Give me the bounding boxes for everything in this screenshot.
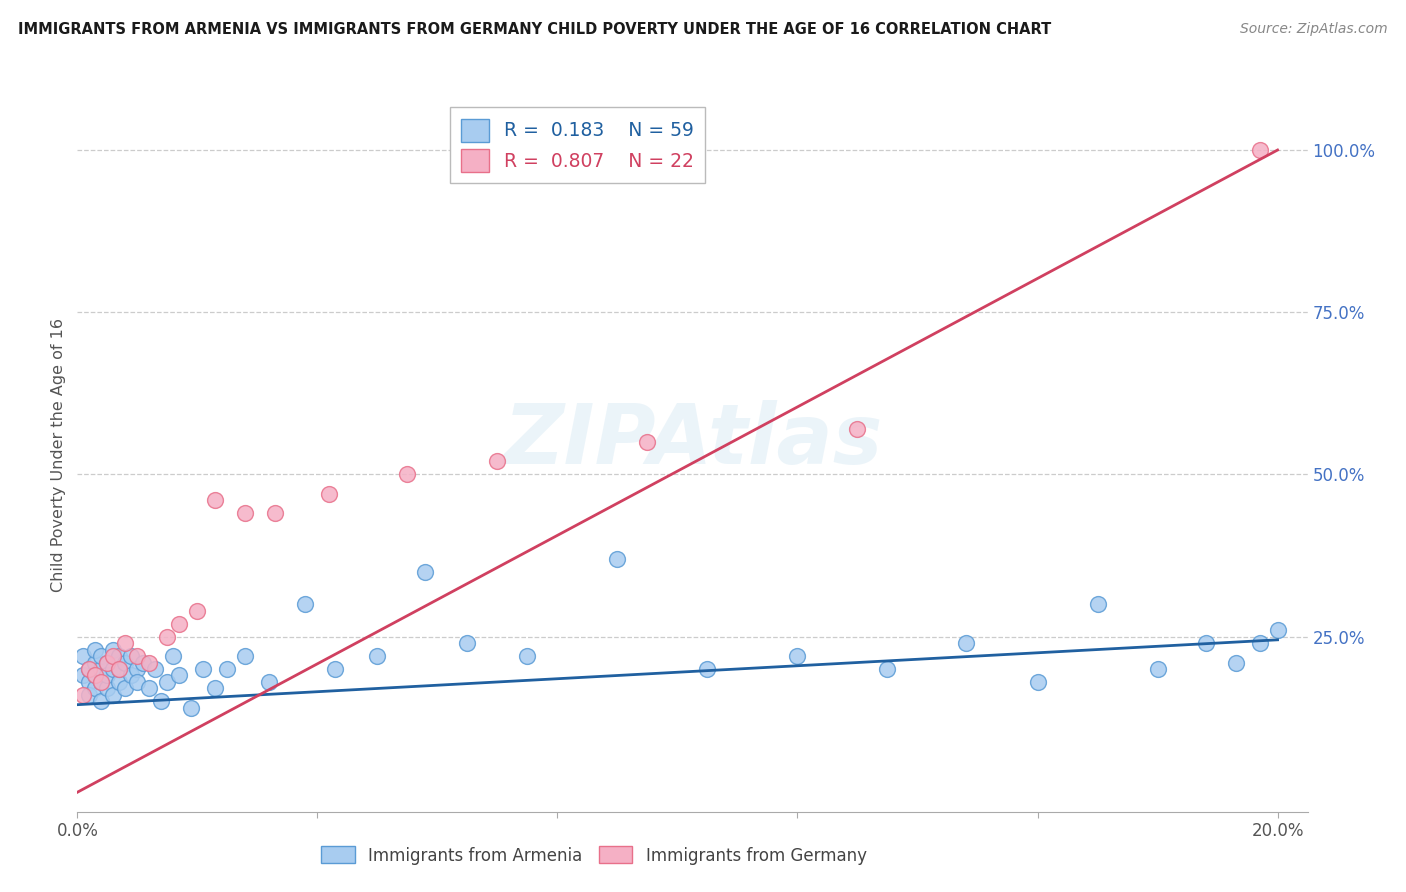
Point bbox=[325, 662, 347, 676]
Point bbox=[114, 656, 136, 670]
Point bbox=[1249, 143, 1271, 157]
Point bbox=[294, 597, 316, 611]
Point bbox=[415, 565, 437, 579]
Point bbox=[876, 662, 898, 676]
Point bbox=[193, 662, 215, 676]
Point bbox=[264, 506, 287, 520]
Point bbox=[1194, 636, 1216, 650]
Point bbox=[846, 422, 869, 436]
Point bbox=[396, 467, 419, 482]
Point bbox=[1267, 623, 1289, 637]
Point bbox=[84, 642, 107, 657]
Point bbox=[120, 668, 142, 682]
Point bbox=[138, 656, 160, 670]
Point bbox=[235, 506, 257, 520]
Point bbox=[955, 636, 977, 650]
Point bbox=[96, 681, 118, 696]
Text: Source: ZipAtlas.com: Source: ZipAtlas.com bbox=[1240, 22, 1388, 37]
Point bbox=[156, 675, 179, 690]
Point bbox=[84, 656, 107, 670]
Point bbox=[103, 648, 125, 663]
Point bbox=[150, 694, 173, 708]
Point bbox=[156, 630, 179, 644]
Point bbox=[235, 648, 257, 663]
Point bbox=[138, 681, 160, 696]
Point bbox=[1026, 675, 1049, 690]
Point bbox=[72, 648, 94, 663]
Point bbox=[180, 701, 202, 715]
Point bbox=[127, 648, 149, 663]
Y-axis label: Child Poverty Under the Age of 16: Child Poverty Under the Age of 16 bbox=[51, 318, 66, 592]
Point bbox=[114, 636, 136, 650]
Point bbox=[72, 688, 94, 702]
Point bbox=[318, 487, 340, 501]
Point bbox=[204, 493, 226, 508]
Point bbox=[90, 662, 112, 676]
Legend: Immigrants from Armenia, Immigrants from Germany: Immigrants from Armenia, Immigrants from… bbox=[315, 839, 873, 871]
Point bbox=[1249, 636, 1271, 650]
Point bbox=[79, 662, 101, 676]
Point bbox=[143, 662, 166, 676]
Point bbox=[108, 662, 131, 676]
Text: IMMIGRANTS FROM ARMENIA VS IMMIGRANTS FROM GERMANY CHILD POVERTY UNDER THE AGE O: IMMIGRANTS FROM ARMENIA VS IMMIGRANTS FR… bbox=[18, 22, 1052, 37]
Point bbox=[84, 668, 107, 682]
Point bbox=[186, 604, 208, 618]
Point bbox=[108, 648, 131, 663]
Point bbox=[103, 662, 125, 676]
Point bbox=[169, 616, 191, 631]
Point bbox=[127, 662, 149, 676]
Text: ZIPAtlas: ZIPAtlas bbox=[503, 401, 882, 481]
Point bbox=[204, 681, 226, 696]
Point bbox=[162, 648, 184, 663]
Point bbox=[90, 675, 112, 690]
Point bbox=[456, 636, 478, 650]
Point bbox=[606, 551, 628, 566]
Point bbox=[90, 648, 112, 663]
Point bbox=[127, 675, 149, 690]
Point bbox=[1087, 597, 1109, 611]
Point bbox=[366, 648, 388, 663]
Point bbox=[90, 675, 112, 690]
Point bbox=[786, 648, 808, 663]
Point bbox=[108, 662, 131, 676]
Point bbox=[169, 668, 191, 682]
Point bbox=[108, 675, 131, 690]
Point bbox=[103, 642, 125, 657]
Point bbox=[103, 688, 125, 702]
Point bbox=[90, 694, 112, 708]
Point bbox=[84, 668, 107, 682]
Point bbox=[79, 675, 101, 690]
Point bbox=[79, 688, 101, 702]
Point bbox=[79, 662, 101, 676]
Point bbox=[96, 668, 118, 682]
Point bbox=[72, 668, 94, 682]
Point bbox=[120, 648, 142, 663]
Point bbox=[696, 662, 718, 676]
Point bbox=[84, 681, 107, 696]
Point bbox=[259, 675, 281, 690]
Point bbox=[96, 656, 118, 670]
Point bbox=[1225, 656, 1247, 670]
Point bbox=[516, 648, 538, 663]
Point bbox=[114, 681, 136, 696]
Point bbox=[132, 656, 155, 670]
Point bbox=[96, 656, 118, 670]
Point bbox=[486, 454, 509, 468]
Point bbox=[636, 434, 658, 449]
Point bbox=[1146, 662, 1168, 676]
Point bbox=[217, 662, 239, 676]
